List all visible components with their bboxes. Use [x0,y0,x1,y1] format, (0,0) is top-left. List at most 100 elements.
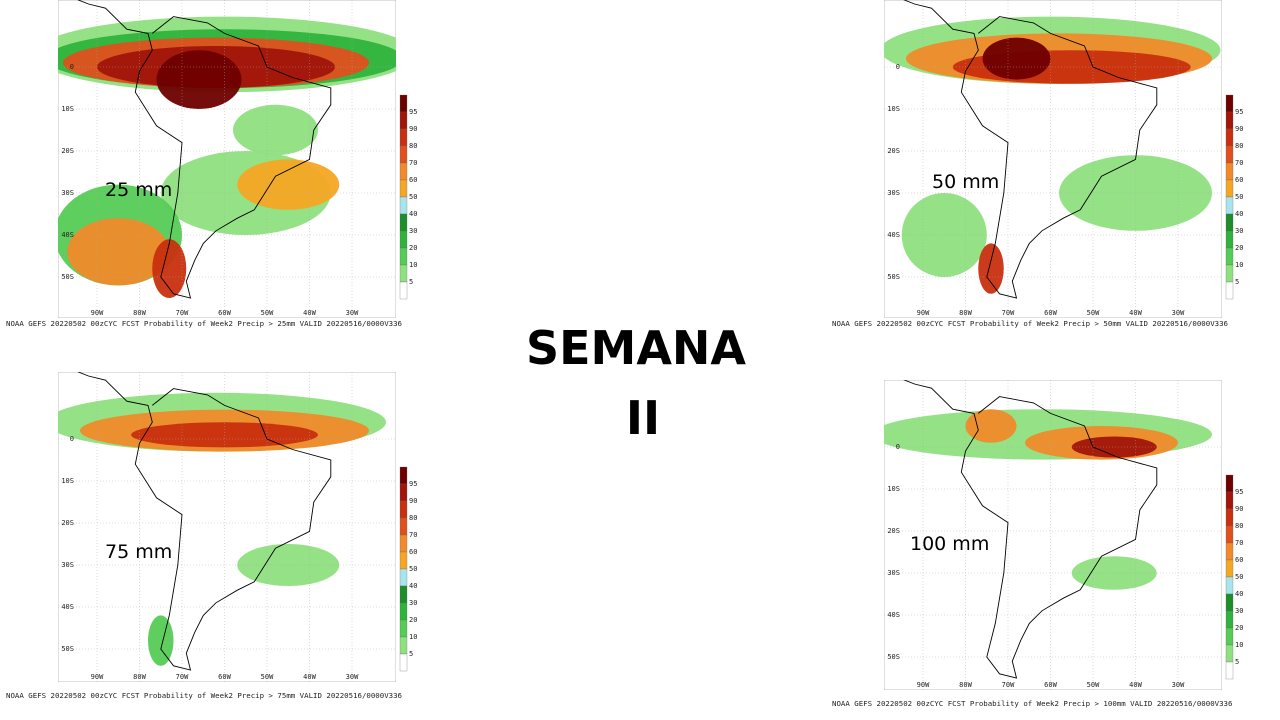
lon-label: 70W [176,673,189,681]
colorbar-label: 70 [1235,159,1243,167]
colorbar-label: 90 [409,125,417,133]
colorbar-segment [1225,661,1234,680]
colorbar-label: 50 [409,193,417,201]
colorbar-segment [399,179,408,198]
lat-label: 50S [887,653,900,661]
colorbar-segment [399,111,408,130]
colorbar-label: 80 [1235,142,1243,150]
lon-label: 40W [1129,309,1142,317]
lon-label: 30W [1172,309,1185,317]
lon-label: 70W [1002,309,1015,317]
colorbar-label: 30 [409,227,417,235]
colorbar-segment [399,500,408,519]
lon-label: 90W [917,309,930,317]
colorbar-segment [399,602,408,621]
colorbar-segment [399,281,408,300]
lat-label: 30S [61,561,74,569]
colorbar-segment [399,196,408,215]
colorbar-segment [1225,196,1234,215]
precip-area [156,50,242,109]
map-panel: 0 10S 20S 30S 40S 50S 90W 80W 70W 60W 50W 40W 30W [58,372,396,682]
colorbar-segment [1225,525,1234,544]
colorbar-segment [1225,610,1234,629]
lat-label: 40S [61,231,74,239]
lon-label: 60W [218,309,231,317]
lon-label: 50W [261,673,274,681]
colorbar-label: 60 [1235,556,1243,564]
lon-label: 70W [1002,681,1015,689]
colorbar-segment [1225,627,1234,646]
colorbar-label: 90 [409,497,417,505]
colorbar-segment [399,162,408,181]
colorbar-segment [1225,128,1234,147]
precip-area [1059,155,1212,231]
colorbar-segment [1225,644,1234,663]
colorbar-segment [1225,491,1234,510]
colorbar-label: 80 [1235,522,1243,530]
slide-title: II [626,391,660,445]
lat-label: 30S [887,569,900,577]
colorbar-label: 5 [409,278,413,286]
lon-label: 50W [1087,681,1100,689]
colorbar-segment [399,264,408,283]
precip-area [233,104,318,156]
lon-label: 60W [1044,681,1057,689]
colorbar-segment [399,213,408,232]
panel-caption: NOAA GEFS 20220502 00zCYC FCST Probabili… [832,319,1228,328]
colorbar-segment [399,94,408,113]
precip-area [152,239,187,298]
lat-label: 10S [61,477,74,485]
colorbar-segment [1225,281,1234,300]
lat-label: 10S [887,485,900,493]
precip-area [965,409,1017,443]
colorbar-segment [1225,264,1234,283]
colorbar-segment [399,483,408,502]
lon-label: 50W [261,309,274,317]
colorbar-segment [399,247,408,266]
colorbar-label: 95 [409,108,417,116]
lat-label: 40S [887,231,900,239]
lon-label: 90W [91,309,104,317]
panel-caption: NOAA GEFS 20220502 00zCYC FCST Probabili… [6,319,402,328]
lat-label: 20S [61,147,74,155]
colorbar-label: 60 [1235,176,1243,184]
colorbar-segment [399,230,408,249]
colorbar-segment [1225,576,1234,595]
colorbar-label: 10 [409,633,417,641]
precip-area [67,218,170,286]
colorbar-label: 40 [409,210,417,218]
coastline [903,380,1158,679]
lat-label: 0 [70,435,74,443]
colorbar-segment [1225,111,1234,130]
colorbar-label: 60 [409,176,417,184]
colorbar-segment [1225,230,1234,249]
lon-label: 80W [959,681,972,689]
colorbar-segment [399,466,408,485]
lon-label: 30W [346,309,359,317]
map-panel: 0 10S 20S 30S 40S 50S 90W 80W 70W 60W 50W 40W 30W [884,0,1222,318]
colorbar-segment [399,145,408,164]
lon-label: 90W [91,673,104,681]
colorbar-segment [1225,474,1234,493]
lon-label: 50W [1087,309,1100,317]
lat-label: 30S [61,189,74,197]
colorbar-label: 50 [1235,573,1243,581]
colorbar-label: 95 [1235,488,1243,496]
lat-label: 10S [887,105,900,113]
precip-area [1071,556,1157,590]
colorbar-segment [399,517,408,536]
colorbar-label: 40 [1235,210,1243,218]
precip-area [237,159,340,210]
colorbar-label: 70 [409,531,417,539]
lat-label: 20S [887,147,900,155]
colorbar-segment [1225,179,1234,198]
colorbar-segment [1225,213,1234,232]
precip-area [237,544,340,586]
colorbar-segment [399,653,408,672]
lon-label: 40W [303,309,316,317]
panel-caption: NOAA GEFS 20220502 00zCYC FCST Probabili… [6,691,402,700]
colorbar-segment [1225,162,1234,181]
colorbar-segment [1225,508,1234,527]
colorbar-label: 90 [1235,125,1243,133]
